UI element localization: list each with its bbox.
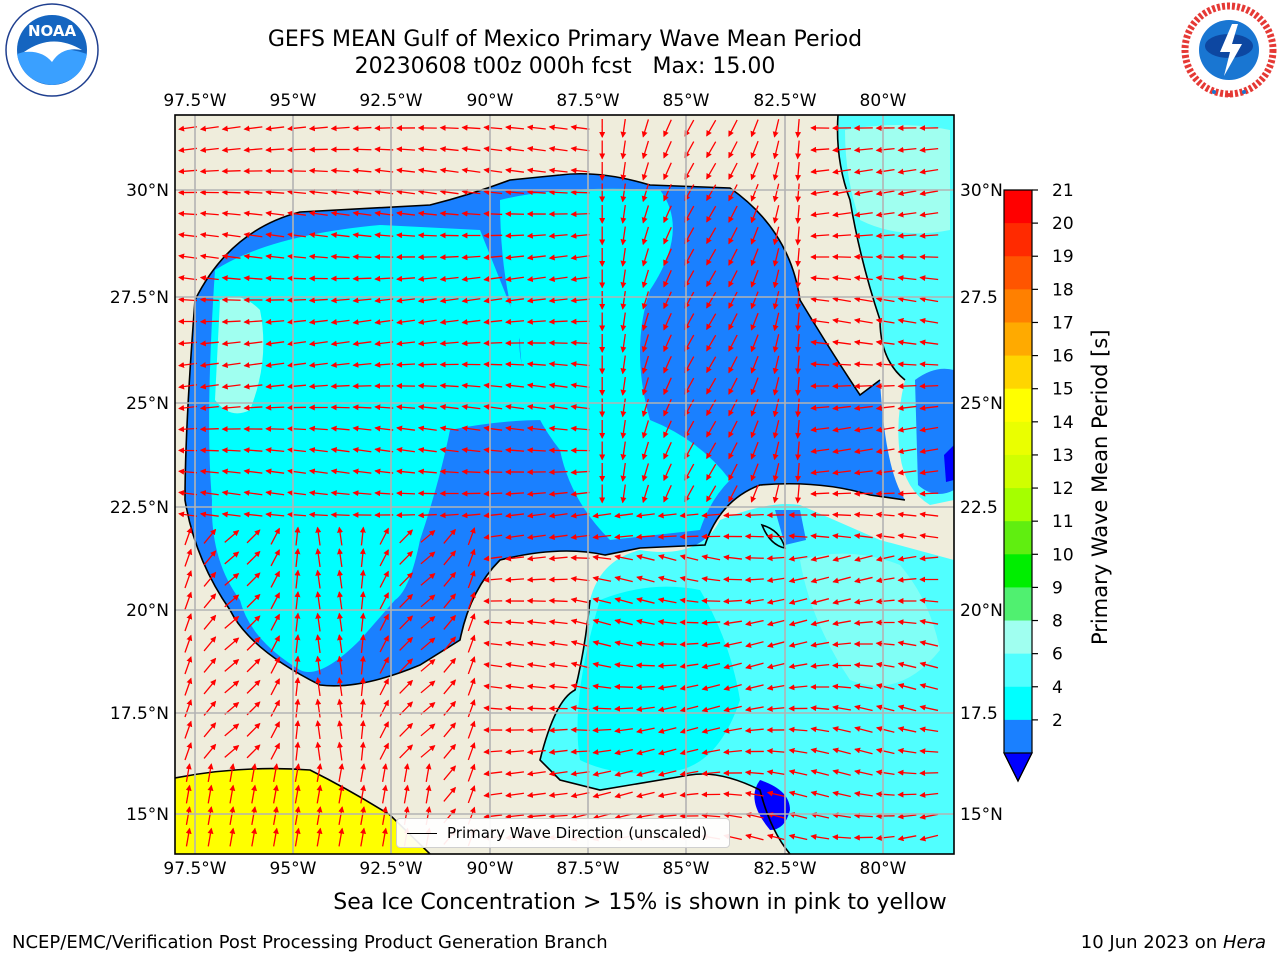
legend-label: Primary Wave Direction (unscaled) — [447, 824, 708, 842]
colorbar-tick-label: 8 — [1052, 612, 1063, 632]
graticule — [175, 115, 954, 854]
lon-tick-top: 97.5°W — [163, 91, 226, 111]
colorbar-tick-label: 16 — [1052, 347, 1074, 367]
colorbar-tick-label: 2 — [1052, 711, 1063, 731]
lat-tick-left: 27.5°N — [110, 288, 169, 308]
colorbar-frame — [1003, 189, 1033, 783]
colorbar-segment — [1004, 521, 1032, 555]
lat-tick-left: 20°N — [126, 601, 169, 621]
map-frame — [174, 114, 955, 855]
colorbar-tick-label: 18 — [1052, 280, 1074, 300]
colorbar-segment — [1004, 355, 1032, 390]
lon-tick-top: 90°W — [467, 91, 514, 111]
sea-ice-region — [175, 768, 430, 854]
colorbar: 21 20 19 18 17 16 15 14 13 12 11 10 9 8 6 4 2 — [1003, 181, 1074, 783]
lat-tick-right: 27.5 — [960, 288, 998, 308]
lon-tick-bottom: 87.5°W — [556, 859, 619, 879]
lon-tick-top: 80°W — [860, 91, 907, 111]
colorbar-tick-label: 17 — [1052, 313, 1074, 333]
footer-date: 10 Jun 2023 on — [1080, 932, 1223, 953]
nws-logo-icon — [1181, 2, 1277, 98]
lat-tick-right: 17.5 — [960, 704, 998, 724]
lon-tick-bottom: 80°W — [860, 859, 907, 879]
map-title: GEFS MEAN Gulf of Mexico Primary Wave Me… — [267, 27, 863, 52]
colorbar-segment — [1004, 686, 1032, 721]
lat-tick-right: 22.5 — [960, 498, 998, 518]
map-subtitle: 20230608 t00z 000h fcst Max: 15.00 — [354, 54, 776, 79]
lat-tick-left: 30°N — [126, 181, 169, 201]
colorbar-tick-label: 11 — [1052, 512, 1074, 532]
colorbar-under-triangle — [1003, 752, 1033, 783]
lon-tick-bottom: 92.5°W — [359, 859, 422, 879]
lon-tick-bottom: 82.5°W — [753, 859, 816, 879]
colorbar-tick-label: 12 — [1052, 479, 1074, 499]
colorbar-segment — [1004, 587, 1032, 622]
colorbar-label: Primary Wave Mean Period [s] — [1088, 329, 1112, 645]
lon-tick-top: 82.5°W — [753, 91, 816, 111]
colorbar-segment — [1004, 653, 1032, 688]
lat-tick-right: 30°N — [960, 181, 1003, 201]
footer-right: 10 Jun 2023 on Hera — [1081, 932, 1266, 953]
footer-left: NCEP/EMC/Verification Post Processing Pr… — [12, 932, 608, 953]
colorbar-tick-label: 14 — [1052, 413, 1074, 433]
lon-tick-bottom: 97.5°W — [163, 859, 226, 879]
colorbar-tick-label: 9 — [1052, 578, 1063, 598]
colorbar-segment — [1004, 719, 1032, 754]
lon-tick-top: 87.5°W — [556, 91, 619, 111]
lon-tick-top: 85°W — [663, 91, 710, 111]
colorbar-segment — [1004, 322, 1032, 357]
colorbar-tick-label: 10 — [1052, 545, 1074, 565]
colorbar-tick-label: 4 — [1052, 678, 1063, 698]
lon-tick-bottom: 95°W — [270, 859, 317, 879]
colorbar-tick-label: 6 — [1052, 645, 1063, 665]
colorbar-segment — [1004, 190, 1032, 224]
lon-tick-top: 92.5°W — [359, 91, 422, 111]
wave-direction-arrows — [178, 118, 939, 847]
lat-tick-right: 25°N — [960, 394, 1003, 414]
colorbar-tick-label: 20 — [1052, 214, 1074, 234]
colorbar-segment — [1004, 488, 1032, 522]
colorbar-tick-label: 13 — [1052, 446, 1074, 466]
lat-tick-left: 15°N — [126, 805, 169, 825]
colorbar-tick-label: 19 — [1052, 247, 1074, 267]
lon-tick-bottom: 85°W — [663, 859, 710, 879]
lat-tick-left: 25°N — [126, 394, 169, 414]
colorbar-segment — [1004, 256, 1032, 290]
colorbar-tick-label: 15 — [1052, 380, 1074, 400]
colorbar-segment — [1004, 421, 1032, 456]
colorbar-segment — [1004, 223, 1032, 257]
lat-tick-left: 22.5°N — [110, 498, 169, 518]
map-legend: Primary Wave Direction (unscaled) — [396, 818, 730, 848]
footer-host: Hera — [1222, 932, 1266, 953]
colorbar-segment — [1004, 554, 1032, 588]
colorbar-tick-label: 21 — [1052, 181, 1074, 201]
colorbar-segment — [1004, 388, 1032, 423]
coastline — [175, 115, 906, 854]
lon-tick-top: 95°W — [270, 91, 317, 111]
gulf-light-region-central — [500, 188, 730, 540]
lon-tick-bottom: 90°W — [467, 859, 514, 879]
noaa-logo-icon: NOAA — [5, 3, 99, 97]
legend-line-icon — [407, 833, 437, 834]
caption: Sea Ice Concentration > 15% is shown in … — [333, 890, 947, 915]
lat-tick-left: 17.5°N — [110, 704, 169, 724]
lat-tick-right: 20°N — [960, 601, 1003, 621]
lat-tick-right: 15°N — [960, 805, 1003, 825]
svg-text:NOAA: NOAA — [28, 22, 77, 40]
colorbar-segment — [1004, 289, 1032, 323]
colorbar-segment — [1004, 454, 1032, 489]
colorbar-segment — [1004, 620, 1032, 655]
